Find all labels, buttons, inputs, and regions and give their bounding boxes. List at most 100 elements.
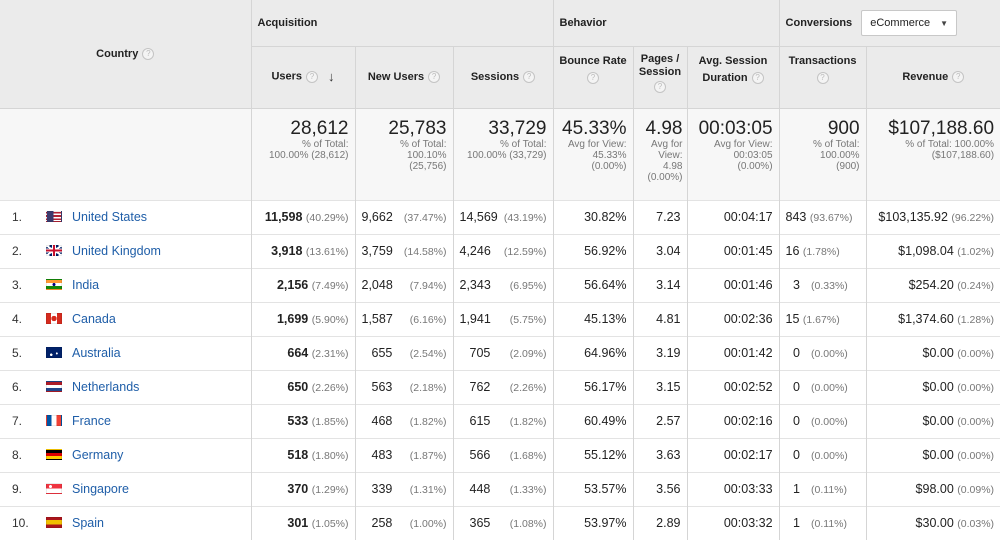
transactions-cell: 843 (93.67%) (778, 199, 867, 234)
country-link[interactable]: Spain (72, 516, 104, 531)
pages-per-session-cell: 7.23 (632, 199, 687, 234)
totals-new-users-note: (25,756) (409, 160, 447, 172)
revenue-percent: (0.09%) (957, 484, 995, 496)
totals-transactions-value: 900 (827, 117, 860, 139)
users-cell: 301 (1.05%) (250, 505, 355, 540)
help-icon[interactable]: ? (142, 47, 155, 60)
bounce-rate-column-header[interactable]: Bounce Rate ? (552, 45, 633, 109)
help-icon[interactable]: ? (654, 80, 666, 93)
conversions-select-value: eCommerce (870, 16, 931, 29)
country-link[interactable]: Singapore (72, 482, 129, 496)
avg-duration-cell: 00:03:33 (686, 471, 780, 506)
india-flag-icon (46, 279, 62, 290)
pages-per-session-cell: 2.57 (632, 403, 687, 438)
country-link[interactable]: Germany (72, 448, 124, 462)
row-index: 8. (12, 448, 23, 462)
totals-transactions-note: 100.00% (820, 149, 860, 161)
sessions-column-header[interactable]: Sessions? (452, 45, 553, 109)
sessions-value: 4,246 (459, 244, 491, 258)
new-users-value: 339 (371, 482, 393, 496)
help-icon[interactable]: ? (523, 70, 536, 83)
new-users-column-header[interactable]: New Users? (354, 45, 453, 109)
pages-header-line2: Session (638, 65, 682, 78)
revenue-cell: $1,374.60 (1.28%) (865, 301, 1000, 336)
sessions-value: 448 (469, 482, 491, 496)
users-value: 518 (287, 448, 309, 462)
help-icon[interactable]: ? (428, 70, 441, 83)
new-users-cell: 563 (2.18%) (354, 369, 453, 404)
sessions-percent: (43.19%) (503, 212, 547, 224)
country-link[interactable]: United Kingdom (72, 244, 161, 258)
transactions-value: 1 (793, 482, 800, 496)
users-column-header[interactable]: Users? ↓ (250, 45, 355, 109)
transactions-value: 16 (785, 244, 800, 258)
country-link[interactable]: United States (72, 210, 148, 224)
country-cell: 1. United States (0, 199, 251, 234)
avg-duration-cell: 00:03:32 (686, 505, 780, 540)
revenue-percent: (1.02%) (957, 246, 995, 258)
transactions-value: 1 (793, 516, 800, 531)
help-icon[interactable]: ? (751, 71, 764, 84)
users-header-label: Users (271, 70, 303, 83)
country-header[interactable]: Country? (0, 0, 251, 109)
canada-flag-icon (46, 313, 62, 324)
new-users-value: 483 (371, 448, 393, 462)
new-users-percent: (37.47%) (403, 212, 447, 224)
revenue-value: $1,098.04 (898, 244, 954, 258)
pages-per-session-cell: 3.04 (632, 233, 687, 268)
totals-users-note: % of Total: (301, 138, 349, 150)
sessions-value: 615 (469, 414, 491, 428)
totals-pages-note: (0.00%) (647, 171, 683, 183)
sessions-percent: (1.68%) (509, 450, 547, 462)
bounce-rate-cell: 56.17% (552, 369, 633, 404)
revenue-column-header[interactable]: Revenue? (865, 45, 1000, 109)
help-icon[interactable]: ? (952, 70, 965, 83)
help-icon[interactable]: ? (587, 71, 599, 84)
sessions-cell: 566 (1.68%) (452, 437, 553, 472)
sessions-value: 705 (469, 346, 491, 360)
country-link[interactable]: France (72, 414, 111, 428)
transactions-header-label: Transactions (788, 54, 857, 67)
row-index: 3. (12, 278, 23, 292)
avg-duration-cell: 00:01:45 (686, 233, 780, 268)
pages-per-session-column-header[interactable]: Pages / Session ? (632, 45, 687, 109)
revenue-percent: (0.00%) (957, 450, 995, 462)
sessions-percent: (2.09%) (509, 348, 547, 360)
country-cell: 8. Germany (0, 437, 251, 472)
help-icon[interactable]: ? (816, 71, 829, 84)
transactions-cell: 0 (0.00%) (778, 369, 867, 404)
avg-duration-cell: 00:01:46 (686, 267, 780, 302)
pages-per-session-cell: 4.81 (632, 301, 687, 336)
country-link[interactable]: Australia (72, 346, 121, 360)
avg-session-duration-column-header[interactable]: Avg. Session Duration? (686, 45, 780, 109)
help-icon[interactable]: ? (306, 70, 319, 83)
transactions-column-header[interactable]: Transactions ? (778, 45, 867, 109)
transactions-value: 0 (793, 414, 800, 428)
totals-transactions-note: % of Total: (813, 138, 860, 150)
country-link[interactable]: Netherlands (72, 380, 140, 394)
sort-desc-arrow-icon[interactable]: ↓ (328, 69, 335, 85)
country-link[interactable]: Canada (72, 312, 116, 326)
country-link[interactable]: India (72, 278, 100, 292)
revenue-value: $254.20 (908, 278, 954, 292)
totals-new-users-value: 25,783 (388, 117, 447, 139)
behavior-group: Behavior (552, 0, 780, 46)
conversions-goal-select[interactable]: eCommerce ▼ (861, 9, 958, 36)
table-row: 4. Canada 1,699 (5.90%) 1,587 (6.16%) 1,941 (5… (0, 301, 1000, 336)
table-row: 8. Germany 518 (1.80%) 483 (1.87%) 566 (1.68%)… (0, 437, 1000, 472)
sessions-value: 14,569 (459, 210, 498, 224)
new-users-cell: 3,759 (14.58%) (354, 233, 453, 268)
avg-duration-cell: 00:02:16 (686, 403, 780, 438)
transactions-cell: 1 (0.11%) (778, 505, 867, 540)
new-users-cell: 9,662 (37.47%) (354, 199, 453, 234)
new-users-percent: (2.54%) (409, 348, 447, 360)
bounce-rate-cell: 56.92% (552, 233, 633, 268)
row-index: 6. (12, 380, 23, 394)
revenue-value: $0.00 (922, 346, 954, 360)
country-cell: 10. Spain (0, 505, 251, 540)
new-users-value: 2,048 (361, 278, 393, 292)
totals-pages-note: Avg for (651, 138, 683, 150)
netherlands-flag-icon (46, 381, 62, 392)
uk-flag-icon (46, 245, 62, 256)
totals-sessions-note: 100.00% (33,729) (466, 149, 547, 161)
